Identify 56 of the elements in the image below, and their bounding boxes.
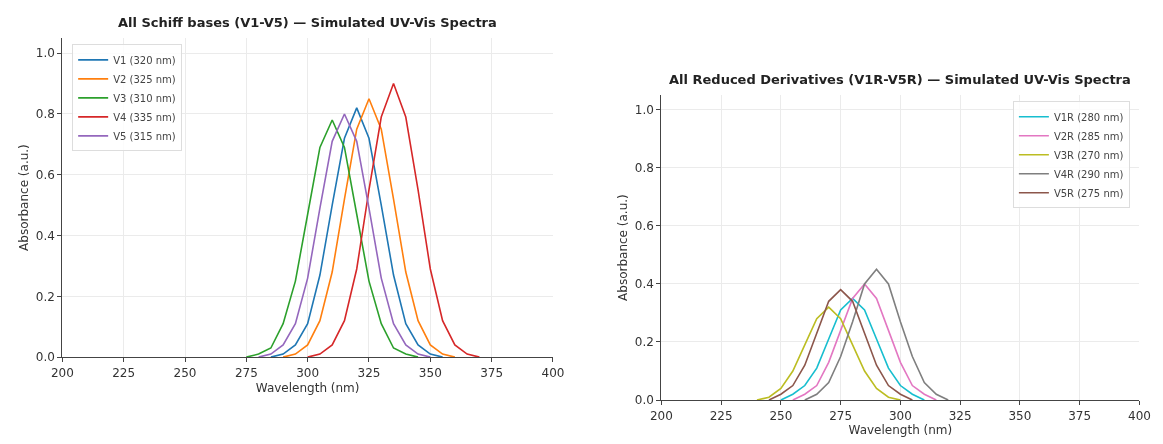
x-tick-label: 325 (357, 365, 381, 380)
legend-label: V5 (315 nm) (113, 130, 176, 142)
legend-label: V2R (285 nm) (1053, 130, 1124, 142)
x-tick-label: 225 (709, 408, 733, 423)
line-series (245, 119, 419, 358)
x-tick-label: 400 (541, 365, 565, 380)
x-tick-label: 350 (418, 365, 442, 380)
y-tick-label: 0.0 (35, 350, 55, 365)
y-tick-label: 0.8 (634, 160, 654, 175)
x-tick-label: 350 (1008, 408, 1032, 423)
line-series (756, 306, 902, 401)
y-tick-label: 0.2 (634, 335, 654, 350)
chart-title: All Schiff bases (V1-V5) — Simulated UV-Vis Spectra (118, 15, 497, 30)
x-tick-label: 275 (829, 408, 853, 423)
chart-title: All Reduced Derivatives (V1R-V5R) — Simulated UV-Vis Spectra (669, 72, 1131, 87)
y-tick-label: 0.0 (634, 393, 654, 408)
legend-label: V4 (335 nm) (113, 111, 176, 123)
y-tick-label: 0.4 (634, 277, 654, 292)
x-tick-label: 200 (50, 365, 74, 380)
x-tick-label: 300 (296, 365, 320, 380)
x-tick-label: 250 (173, 365, 197, 380)
x-tick-label: 200 (649, 408, 673, 423)
x-tick-label: 325 (948, 408, 972, 423)
legend-label: V3 (310 nm) (113, 92, 176, 104)
x-axis-title: Wavelength (nm) (255, 380, 360, 395)
legend-label: V1R (280 nm) (1053, 111, 1124, 123)
y-axis-title: Absorbance (a.u.) (17, 144, 32, 251)
legend-label: V5R (275 nm) (1053, 187, 1124, 199)
x-tick-label: 375 (1068, 408, 1092, 423)
x-tick-label: 225 (112, 365, 136, 380)
line-series (282, 97, 456, 358)
x-tick-label: 275 (234, 365, 258, 380)
line-series (257, 113, 432, 358)
line-series (803, 268, 950, 401)
legend-label: V4R (290 nm) (1053, 168, 1124, 180)
y-tick-label: 1.0 (35, 46, 55, 61)
x-tick-label: 375 (480, 365, 504, 380)
line-series (780, 297, 926, 401)
y-tick-label: 0.6 (634, 219, 654, 233)
line-series (768, 288, 914, 401)
y-tick-label: 0.6 (35, 167, 55, 182)
line-series (306, 82, 481, 358)
x-tick-label: 300 (888, 408, 912, 423)
legend-label: V2 (325 nm) (113, 73, 176, 85)
x-tick-label: 250 (769, 408, 793, 423)
y-tick-label: 0.8 (35, 107, 55, 122)
y-tick-label: 1.0 (634, 102, 654, 117)
line-series (792, 283, 938, 401)
legend-label: V1 (320 nm) (113, 54, 176, 66)
y-tick-label: 0.2 (35, 289, 55, 304)
x-axis-title: Wavelength (nm) (848, 423, 953, 438)
legend-label: V3R (270 nm) (1053, 149, 1124, 161)
y-axis-title: Absorbance (a.u.) (616, 194, 631, 301)
x-tick-label: 400 (1128, 408, 1151, 423)
y-tick-label: 0.4 (35, 228, 55, 243)
line-series (270, 107, 444, 358)
